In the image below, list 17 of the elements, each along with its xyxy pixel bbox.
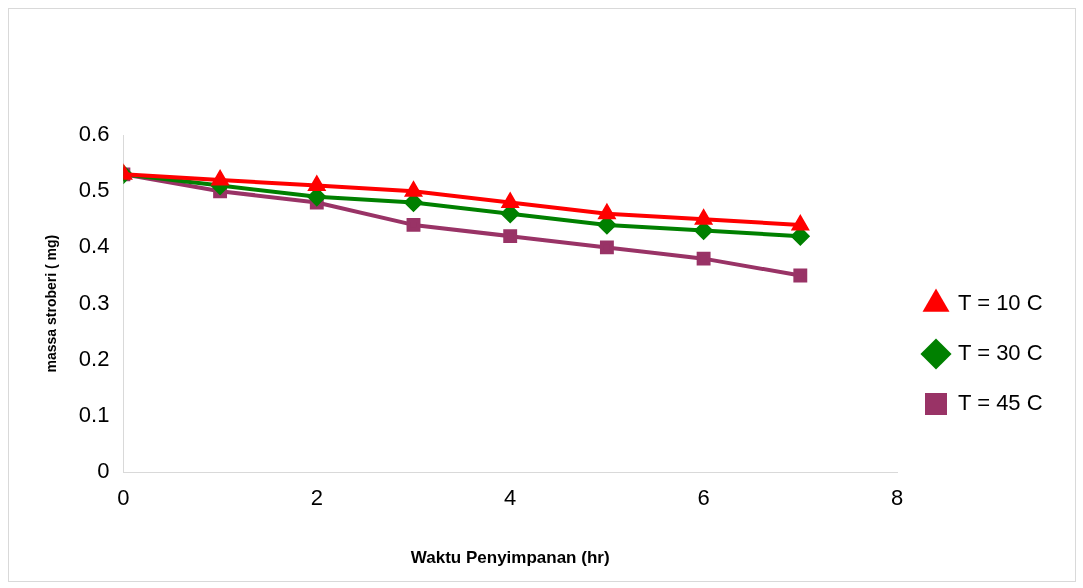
x-axis-title: Waktu Penyimpanan (hr) xyxy=(410,548,610,568)
x-tick-label: 8 xyxy=(890,485,904,511)
y-tick-label: 0.3 xyxy=(78,289,110,315)
y-axis-title: massa stroberi ( mg) xyxy=(43,234,60,373)
y-tick-label: 0.6 xyxy=(78,121,110,147)
y-tick-label: 0.1 xyxy=(78,402,110,428)
x-tick-label: 4 xyxy=(504,485,517,511)
x-tick-label: 2 xyxy=(310,485,323,511)
y-tick-label: 0.5 xyxy=(78,177,110,203)
legend-label: T = 30 C xyxy=(958,340,1043,366)
y-tick-label: 0 xyxy=(97,458,110,484)
y-tick-label: 0.4 xyxy=(78,233,110,259)
x-tick-label: 0 xyxy=(117,485,130,511)
y-tick-label: 0.2 xyxy=(78,345,110,371)
legend-label: T = 45 C xyxy=(958,390,1043,416)
legend-label: T = 10 C xyxy=(958,290,1043,316)
x-tick-label: 6 xyxy=(697,485,710,511)
